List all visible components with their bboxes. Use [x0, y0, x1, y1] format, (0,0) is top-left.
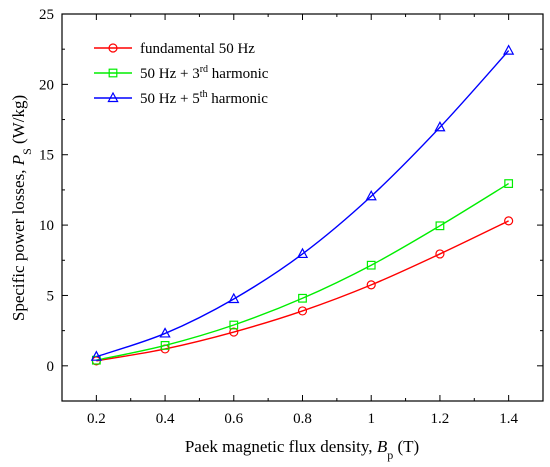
series-triangle	[90, 44, 515, 361]
legend-label: 50 Hz + 5th harmonic	[140, 89, 268, 107]
y-tick-label: 0	[47, 359, 55, 375]
legend-marker	[108, 68, 118, 78]
x-tick-label: 0.8	[293, 411, 312, 427]
series-line-circle	[96, 220, 509, 362]
legend-marker	[107, 91, 119, 103]
legend-label: fundamental 50 Hz	[140, 41, 255, 57]
data-point-triangle	[228, 292, 240, 304]
legend-label-rest: harmonic	[207, 91, 268, 107]
legend-label-rest: harmonic	[208, 66, 269, 82]
x-tick-label: 0.4	[156, 411, 175, 427]
data-point-square	[298, 293, 307, 303]
data-point-circle	[297, 306, 308, 316]
x-tick-label: 1.2	[431, 411, 450, 427]
y-tick-labels: 0 5 10 15 20 25	[39, 7, 54, 375]
y-tick-label: 10	[39, 218, 54, 234]
y-tick-label: 15	[39, 148, 54, 164]
y-axis-title-var: P	[9, 155, 28, 166]
series-line-triangle	[96, 50, 510, 358]
data-point-circle	[366, 280, 376, 290]
data-point-triangle	[434, 121, 446, 132]
data-point-triangle	[90, 350, 102, 361]
x-axis-title-unit: (T)	[393, 437, 419, 456]
x-axis-title-var: B	[377, 437, 388, 456]
x-tick-label: 1.4	[499, 411, 518, 427]
data-point-circle	[229, 327, 239, 337]
y-tick-label: 25	[39, 7, 54, 23]
axis-ticks	[62, 13, 543, 401]
legend-item-square: 50 Hz + 3rd harmonic	[94, 64, 269, 82]
x-axis-title: Paek magnetic flux density, Bp (T)	[185, 437, 419, 462]
series-circle	[91, 216, 514, 366]
data-point-square	[229, 320, 239, 330]
legend-item-triangle: 50 Hz + 5th harmonic	[94, 89, 268, 107]
data-point-circle	[504, 216, 514, 226]
legend-item-circle: fundamental 50 Hz	[94, 41, 255, 57]
legend-marker	[108, 43, 118, 53]
data-point-triangle	[365, 189, 377, 201]
x-axis-title-main: Paek magnetic flux density,	[185, 437, 377, 456]
x-tick-label: 0.6	[224, 411, 243, 427]
x-axis-title-sub: p	[387, 448, 393, 462]
x-tick-label: 0.2	[87, 411, 106, 427]
x-tick-label: 1	[367, 411, 375, 427]
y-axis-title: Specific power losses, PS (W/kg)	[9, 95, 34, 321]
data-point-square	[160, 341, 170, 350]
data-point-square	[504, 179, 514, 188]
y-axis-title-unit: (W/kg)	[9, 95, 28, 148]
data-point-circle	[435, 249, 445, 259]
legend-label: 50 Hz + 3rd harmonic	[140, 64, 269, 82]
data-point-square	[435, 221, 445, 231]
x-tick-labels: 0.2 0.4 0.6 0.8 1 1.2 1.4	[87, 411, 519, 427]
y-axis-title-sub: S	[20, 148, 34, 155]
y-tick-label: 5	[47, 288, 55, 304]
y-axis-title-main: Specific power losses,	[9, 165, 28, 321]
y-tick-label: 20	[39, 77, 54, 93]
data-point-triangle	[159, 327, 171, 338]
data-point-triangle	[296, 247, 309, 259]
series-layer	[90, 44, 515, 366]
legend-label-sup: th	[200, 89, 208, 100]
legend-label-main: 50 Hz + 3	[140, 66, 200, 82]
legend-label-main: 50 Hz + 5	[140, 91, 200, 107]
legend-label-main: fundamental 50 Hz	[140, 41, 255, 57]
series-line-square	[96, 182, 510, 361]
data-point-square	[366, 260, 376, 270]
series-square	[91, 179, 514, 365]
legend-label-sup: rd	[200, 64, 208, 75]
data-point-triangle	[503, 44, 515, 55]
